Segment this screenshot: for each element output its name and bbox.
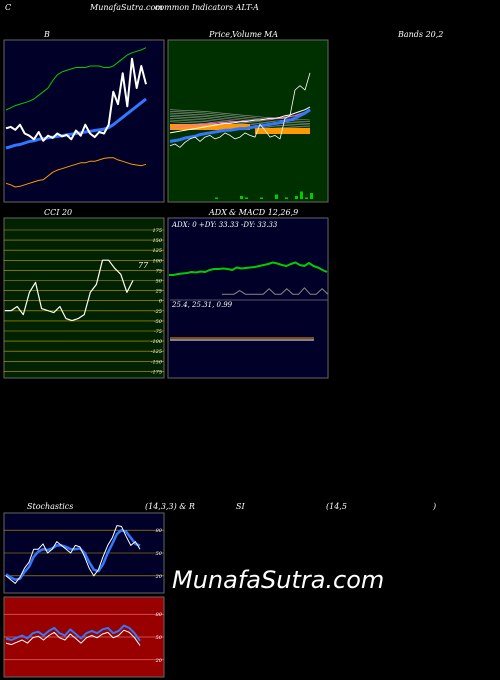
cci-tick-12: -125	[151, 349, 162, 355]
label-rsi-c: )	[433, 502, 437, 511]
header-letter: C	[5, 3, 12, 12]
label-stoch-params: (14,3,3) & R	[145, 502, 195, 511]
header-sub: common Indicators ALT-A	[154, 3, 259, 12]
volume-bar-21	[275, 194, 278, 199]
label-price: Price,	[209, 30, 233, 39]
volume-bar-27	[305, 197, 308, 199]
label-macd: & MACD 12,26,9	[229, 208, 299, 217]
cci-tick-10: -75	[154, 329, 162, 335]
stoch-k-line	[5, 525, 141, 584]
cci-tick-6: 25	[155, 289, 162, 295]
ma-white-line	[169, 106, 311, 134]
volume-bar-15	[245, 197, 248, 199]
adx-line	[169, 261, 328, 276]
stoch-tick-1: 50	[156, 551, 163, 557]
ma-gray-line-2	[169, 112, 311, 124]
bb-middle-band	[5, 97, 147, 150]
adx-gray-line	[222, 287, 329, 295]
ma-orange-band-right	[255, 128, 310, 134]
ma-blue-line	[169, 108, 311, 143]
header-site: MunafaSutra.com	[90, 3, 163, 12]
label-ma: MA	[264, 30, 278, 39]
label-cci: CCI 20	[44, 208, 73, 217]
label-rsi-b: (14,5	[326, 502, 347, 511]
ma-gray-line-5	[169, 118, 311, 129]
volume-bar-18	[260, 197, 263, 199]
header-title: MunafaSutra.comcommon Indicators ALT-A	[90, 3, 259, 12]
volume-bar-26	[300, 191, 303, 199]
bb-lower-band	[5, 157, 147, 188]
cci-tick-14: -175	[151, 369, 162, 375]
adx-macd-panel	[167, 217, 329, 379]
cci-line	[5, 259, 134, 322]
cci-tick-7: 0	[159, 299, 163, 305]
stoch-tick-0: 80	[156, 528, 163, 534]
volume-bar-14	[240, 196, 243, 199]
cci-tick-13: -150	[151, 359, 163, 365]
adx-readout: ADX: 0 +DY: 33.33 -DY: 33.33	[171, 221, 278, 229]
cci-tick-8: -25	[154, 309, 162, 315]
bb-price-line	[5, 57, 147, 142]
macd-readout: 25.4, 25.31, 0.99	[171, 301, 233, 309]
label-rsi-a: SI	[236, 502, 245, 511]
volume-bar-28	[310, 193, 313, 199]
label-volume: Volume	[232, 30, 262, 39]
cci-tick-11: -100	[151, 339, 163, 345]
cci-tick-1: 150	[152, 238, 162, 244]
volume-bar-9	[215, 197, 218, 199]
label-adx: ADX	[209, 208, 227, 217]
volume-bar-25	[295, 196, 298, 199]
label-bb: B	[44, 30, 50, 39]
cci-tick-0: 175	[152, 228, 162, 234]
cci-current-label: 77	[138, 261, 149, 270]
cci-tick-5: 50	[156, 279, 163, 285]
rsi-tick-0: 80	[156, 612, 163, 618]
label-bands: Bands 20,2	[398, 30, 444, 39]
bb-upper-band	[5, 47, 147, 111]
ma-orange-band-left	[170, 124, 250, 130]
cci-tick-3: 100	[152, 258, 162, 264]
stoch-tick-2: 20	[155, 574, 163, 580]
watermark: MunafaSutra.com	[172, 566, 385, 594]
bollinger-panel	[3, 39, 165, 203]
rsi-tick-2: 20	[155, 658, 163, 664]
rsi-line	[5, 624, 141, 642]
cci-tick-2: 125	[152, 248, 162, 254]
price-line	[169, 72, 311, 148]
rsi-tick-1: 50	[156, 635, 163, 641]
volume-bar-23	[285, 197, 288, 199]
ma-gray-line-3	[169, 114, 311, 126]
cci-tick-4: 75	[156, 268, 162, 274]
rsi-white-line	[5, 629, 141, 646]
ma-gray-line-0	[169, 109, 311, 121]
cci-tick-9: -50	[154, 319, 163, 325]
label-stoch: Stochastics	[27, 502, 74, 511]
